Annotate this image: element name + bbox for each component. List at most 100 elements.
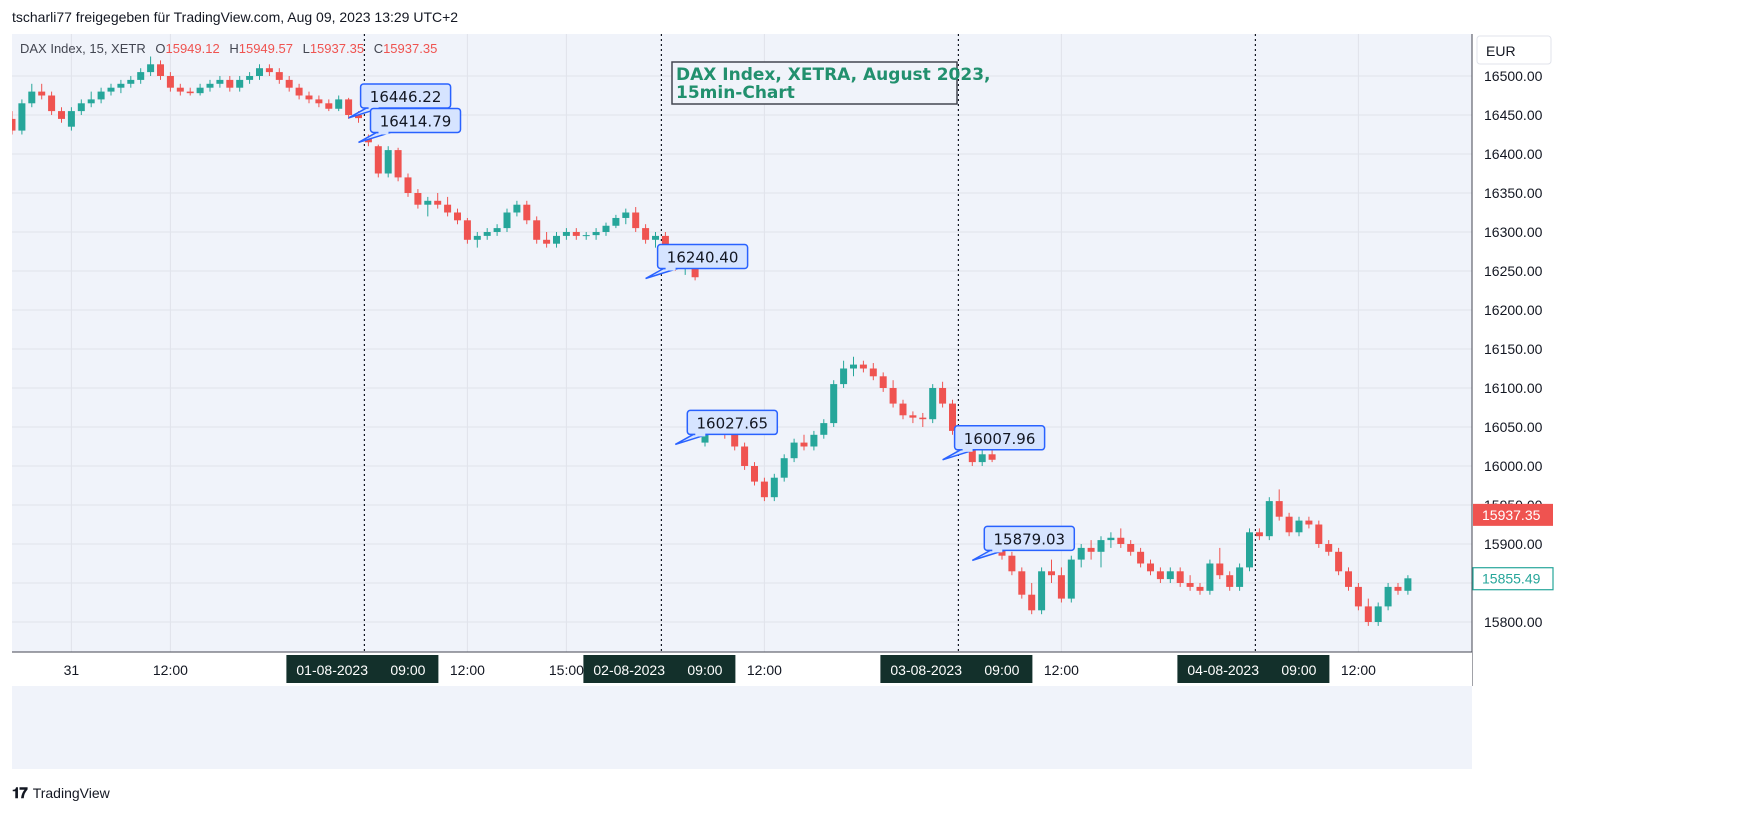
candle: [87, 91, 95, 108]
legend-o-label: O: [155, 41, 165, 56]
candle: [810, 430, 818, 451]
candle: [483, 228, 491, 240]
candle: [285, 76, 293, 92]
time-tick-label: 12:00: [747, 662, 782, 678]
legend-l-label: L: [303, 41, 310, 56]
chart-panel[interactable]: 16446.22 16414.79 16240.40 16027.65 16007.96…: [12, 34, 1748, 769]
candle: [988, 450, 996, 463]
candle: [1117, 528, 1125, 548]
time-tick-label: 15:00: [549, 662, 584, 678]
candlestick-chart[interactable]: 16446.22 16414.79 16240.40 16027.65 16007.96…: [12, 34, 1748, 769]
candle: [1097, 536, 1105, 568]
candle: [1127, 540, 1135, 556]
candle: [582, 232, 590, 240]
price-axis[interactable]: 16500.00 16450.00 16400.00 16350.00 16300.00…: [1471, 34, 1748, 769]
candle: [1394, 583, 1402, 595]
time-tick-label: 31: [64, 662, 80, 678]
candle: [48, 91, 56, 115]
candle: [978, 450, 986, 466]
price-tick-label: 16250.00: [1484, 263, 1543, 279]
price-callout[interactable]: 16240.40: [645, 243, 749, 280]
candle: [1206, 559, 1214, 595]
candle: [1067, 555, 1075, 603]
candle: [919, 412, 927, 427]
candle: [553, 232, 560, 248]
candle: [879, 372, 887, 392]
currency-button[interactable]: EUR: [1476, 35, 1552, 65]
candle: [850, 356, 857, 377]
session-date-badge: 04-08-2023 09:00: [1177, 655, 1330, 683]
price-tag-value: 15937.35: [1482, 507, 1541, 523]
candle: [1305, 516, 1313, 529]
price-callout[interactable]: 16007.96: [942, 425, 1046, 461]
candle: [751, 462, 758, 486]
candle: [543, 232, 551, 248]
price-tag-value: 15855.49: [1482, 571, 1541, 587]
price-tick-label: 16400.00: [1484, 146, 1543, 162]
candle: [404, 173, 412, 197]
callout-value: 15879.03: [994, 530, 1066, 548]
candle: [1176, 567, 1184, 587]
candle: [206, 79, 214, 92]
candle: [1137, 547, 1145, 568]
candle: [622, 208, 630, 225]
candle: [58, 107, 65, 123]
callout-value: 16414.79: [380, 112, 452, 130]
session-separators: [363, 34, 1257, 652]
candle: [275, 68, 283, 84]
time-tick-label: 12:00: [1341, 662, 1376, 678]
candle: [1087, 540, 1095, 560]
price-tick-label: 15800.00: [1484, 614, 1543, 630]
candle: [226, 76, 234, 92]
price-callout[interactable]: 16446.22: [348, 83, 452, 119]
candle: [77, 99, 85, 115]
price-tick-label: 16100.00: [1484, 380, 1543, 396]
candle: [602, 222, 610, 236]
candle: [12, 111, 16, 135]
candle: [335, 95, 343, 112]
candle: [790, 438, 798, 463]
candle: [295, 83, 303, 100]
candle: [859, 360, 867, 373]
candle: [820, 419, 828, 439]
candle: [157, 60, 164, 80]
candle: [38, 83, 46, 100]
candle: [770, 473, 778, 502]
candle: [949, 399, 956, 435]
candle: [166, 72, 174, 92]
callout-value: 16446.22: [370, 88, 442, 106]
chart-title-box[interactable]: DAX Index, XETRA, August 2023, 15min-Cha…: [671, 61, 990, 105]
candle: [246, 72, 254, 84]
candle: [642, 224, 650, 244]
candle: [503, 208, 511, 232]
candle: [1216, 547, 1224, 580]
session-time: 09:00: [390, 662, 425, 678]
price-tick-label: 15900.00: [1484, 536, 1543, 552]
price-callout[interactable]: 16414.79: [358, 107, 462, 144]
session-time: 09:00: [984, 662, 1019, 678]
legend-h-value: 15949.57: [239, 41, 293, 56]
price-callouts: 16446.22 16414.79 16240.40 16027.65 16007.96…: [348, 83, 1076, 562]
price-tick-label: 16500.00: [1484, 68, 1543, 84]
candle: [1345, 567, 1352, 591]
candle: [929, 384, 937, 424]
candle: [780, 454, 788, 482]
legend-o-value: 15949.12: [165, 41, 219, 56]
svg-text:DAX Index, 15, XETR O1: DAX Index, 15, XETR O15949.12 H15949.57 …: [20, 41, 437, 56]
tradingview-branding[interactable]: 𝟏𝟕 TradingView: [12, 784, 110, 802]
candle: [454, 208, 461, 225]
legend-c-label: C: [374, 41, 383, 56]
price-callout[interactable]: 16027.65: [674, 409, 779, 446]
candle: [137, 68, 145, 84]
candle: [572, 228, 580, 240]
session-date: 04-08-2023: [1187, 662, 1259, 678]
candle: [463, 217, 471, 244]
price-tick-label: 16350.00: [1484, 185, 1543, 201]
candle: [1196, 583, 1204, 595]
price-callout[interactable]: 15879.03: [971, 525, 1076, 562]
candle: [1325, 540, 1333, 556]
candle: [127, 76, 135, 88]
candle: [97, 87, 105, 104]
candle: [1166, 567, 1174, 583]
candle: [1384, 583, 1392, 611]
